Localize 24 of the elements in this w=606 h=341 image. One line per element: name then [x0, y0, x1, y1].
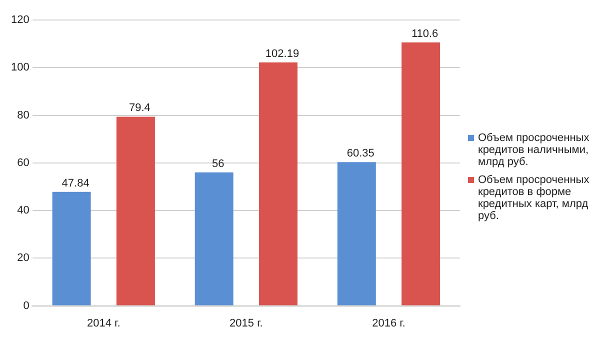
data-label: 79.4: [128, 102, 150, 114]
x-tick-label: 2016 г.: [372, 317, 406, 330]
y-tick-label: 80: [17, 109, 30, 122]
legend-label: Объем просроченных кредитов в форме кредитных карт, млрд руб.: [477, 174, 590, 222]
data-label: 110.6: [411, 28, 438, 40]
x-tick-label: 2014 г.: [86, 317, 120, 330]
bar: [52, 192, 91, 306]
legend-label: Объем просроченных кредитов наличными, млрд руб.: [477, 132, 590, 168]
bar: [259, 62, 298, 306]
bar: [402, 42, 440, 306]
y-tick-label: 100: [10, 62, 30, 74]
y-tick-label: 60: [17, 156, 30, 169]
y-tick-label: 0: [23, 300, 30, 312]
data-label: 102.19: [265, 48, 300, 60]
bar: [194, 172, 234, 306]
data-label: 47.84: [62, 177, 90, 190]
x-tick-label: 2015 г.: [230, 317, 263, 330]
bar: [116, 116, 155, 306]
y-tick-label: 20: [17, 252, 30, 264]
bar: [337, 162, 376, 306]
y-tick-label: 40: [17, 204, 30, 217]
y-tick-label: 120: [10, 14, 30, 26]
data-label: 56: [212, 158, 224, 170]
data-label: 60.35: [346, 148, 374, 160]
